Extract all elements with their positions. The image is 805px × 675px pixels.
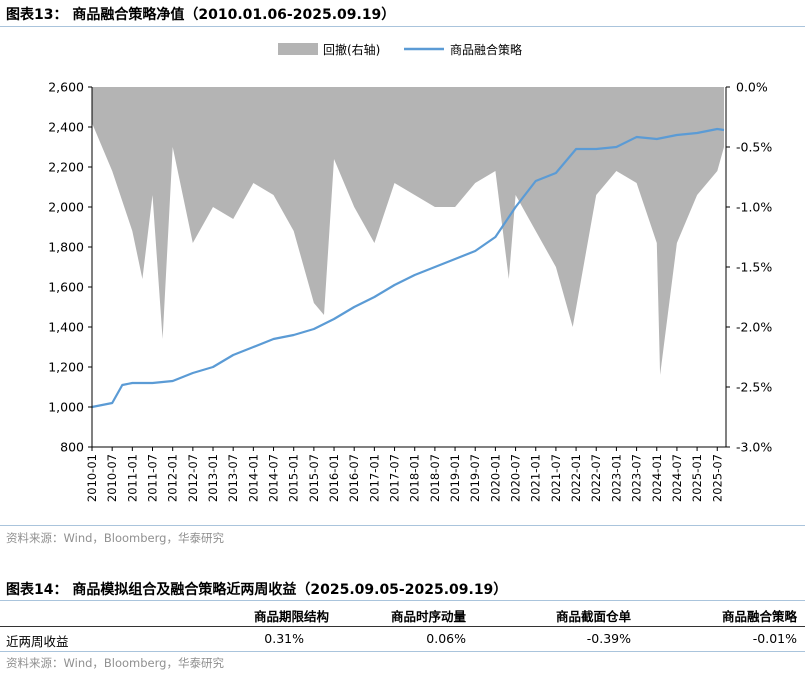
table-header-fusion: 商品融合策略 xyxy=(721,609,797,624)
fusion-strategy-line xyxy=(91,127,725,409)
table-row-label: 近两周收益 xyxy=(6,634,69,649)
x-tick-label: 2022-07 xyxy=(589,454,603,502)
x-tick-label: 2012-01 xyxy=(166,454,180,502)
table-header-warehouse: 商品截面仓单 xyxy=(555,609,631,624)
x-tick-label: 2019-07 xyxy=(468,454,482,502)
x-tick-label: 2016-07 xyxy=(347,454,361,502)
y-left-tick-label: 1,400 xyxy=(48,320,84,335)
y-right-tick-label: -3.0% xyxy=(736,440,772,455)
y-left-tick-label: 2,000 xyxy=(48,200,84,215)
legend-drawdown-label: 回撤(右轴) xyxy=(323,42,380,57)
y-right-tick-label: -2.0% xyxy=(736,320,772,335)
y-left-tick-label: 1,200 xyxy=(48,360,84,375)
x-tick-label: 2025-07 xyxy=(710,454,724,502)
y-right-tick-label: -2.5% xyxy=(736,380,772,395)
table-cell-warehouse: -0.39% xyxy=(586,631,631,646)
x-tick-label: 2019-01 xyxy=(448,454,462,502)
figure13-source: 资料来源：Wind，Bloomberg，华泰研究 xyxy=(6,531,224,545)
x-tick-label: 2011-01 xyxy=(125,454,139,502)
x-tick-label: 2020-01 xyxy=(488,454,502,502)
table-header-rule xyxy=(0,626,805,627)
y-right-tick-label: -1.5% xyxy=(736,260,772,275)
x-tick-label: 2018-07 xyxy=(428,454,442,502)
x-tick-label: 2015-07 xyxy=(307,454,321,502)
table-header-ts-momentum: 商品时序动量 xyxy=(390,609,466,624)
x-tick-label: 2024-07 xyxy=(670,454,684,502)
figure14-source: 资料来源：Wind，Bloomberg，华泰研究 xyxy=(6,656,224,670)
x-tick-label: 2010-07 xyxy=(105,454,119,502)
y-left-tick-label: 2,200 xyxy=(48,160,84,175)
x-tick-label: 2017-01 xyxy=(367,454,381,502)
legend-drawdown-swatch xyxy=(278,43,318,55)
x-tick-label: 2012-07 xyxy=(186,454,200,502)
x-tick-label: 2020-07 xyxy=(509,454,523,502)
table-cell-ts-momentum: 0.06% xyxy=(426,631,466,646)
x-tick-label: 2023-01 xyxy=(609,454,623,502)
y-left-tick-label: 2,600 xyxy=(48,80,84,95)
x-tick-label: 2014-01 xyxy=(246,454,260,502)
x-tick-label: 2013-01 xyxy=(206,454,220,502)
table-header-term-structure: 商品期限结构 xyxy=(253,609,329,624)
figure13-title: 图表13： 商品融合策略净值（2010.01.06-2025.09.19） xyxy=(6,7,396,23)
table-cell-term-structure: 0.31% xyxy=(264,631,304,646)
x-tick-label: 2024-01 xyxy=(650,454,664,502)
x-tick-label: 2016-01 xyxy=(327,454,341,502)
table-bottom-divider xyxy=(0,651,805,652)
y-left-tick-label: 1,000 xyxy=(48,400,84,415)
chart-bottom-divider xyxy=(0,525,805,526)
x-tick-label: 2017-07 xyxy=(388,454,402,502)
x-tick-label: 2022-01 xyxy=(569,454,583,502)
drawdown-area xyxy=(92,87,724,375)
x-tick-label: 2015-01 xyxy=(287,454,301,502)
x-tick-label: 2023-07 xyxy=(630,454,644,502)
y-left-tick-label: 1,800 xyxy=(48,240,84,255)
title-divider xyxy=(0,26,805,27)
y-right-tick-label: -0.5% xyxy=(736,140,772,155)
x-tick-label: 2011-07 xyxy=(146,454,160,502)
y-left-tick-label: 800 xyxy=(60,440,84,455)
table-cell-fusion: -0.01% xyxy=(752,631,797,646)
x-tick-label: 2010-01 xyxy=(85,454,99,502)
y-left-tick-label: 2,400 xyxy=(48,120,84,135)
x-tick-label: 2021-07 xyxy=(549,454,563,502)
x-tick-label: 2018-01 xyxy=(408,454,422,502)
x-tick-label: 2025-01 xyxy=(690,454,704,502)
y-right-tick-label: -1.0% xyxy=(736,200,772,215)
legend-fusion-label: 商品融合策略 xyxy=(450,42,522,57)
x-tick-label: 2021-01 xyxy=(529,454,543,502)
nav-chart: 800 1,000 1,200 1,400 1,600 1,800 2,000 2,200 2,… xyxy=(48,42,772,502)
y-right-tick-label: 0.0% xyxy=(736,80,768,95)
table-title-divider xyxy=(0,600,805,601)
y-left-tick-label: 1,600 xyxy=(48,280,84,295)
x-tick-label: 2014-07 xyxy=(267,454,281,502)
figure14-title: 图表14： 商品模拟组合及融合策略近两周收益（2025.09.05-2025.0… xyxy=(6,582,508,598)
x-tick-label: 2013-07 xyxy=(226,454,240,502)
